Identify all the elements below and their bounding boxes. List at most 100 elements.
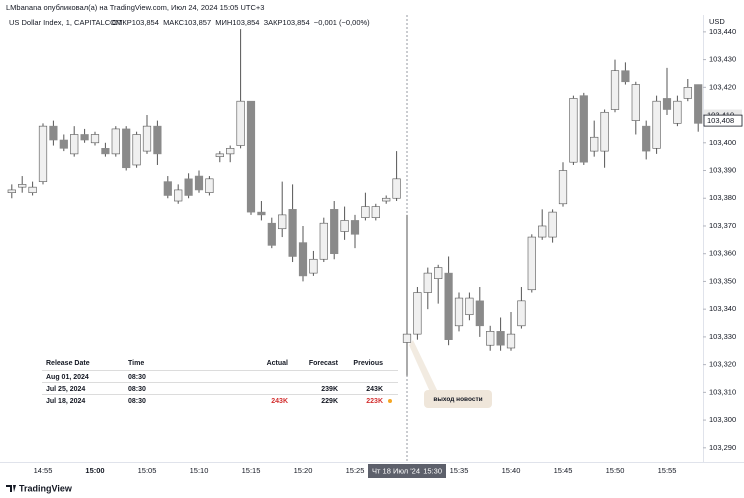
y-tick-label: 103,380 [709,193,736,202]
y-tick-label: 103,430 [709,55,736,64]
candle-body [90,134,100,144]
candle-body [506,333,516,349]
crosshair-label-box [368,464,446,478]
brand: TradingView [19,483,73,493]
candle-body [683,87,692,99]
crosshair-date: Чт 18 Июл '24 [372,466,420,475]
candle-body [153,125,162,155]
candle-body [392,178,401,199]
candle-body [142,125,152,152]
candle-body [111,128,120,155]
candle-body [278,214,287,230]
news-table: Release Date Time Actual Forecast Previous Au… [42,356,398,408]
price-label: 103,408 [707,116,734,125]
table-cell: 08:30 [128,398,146,405]
annotation-pointer [409,340,438,392]
candle-body [122,128,131,169]
crosshair-time: 15:30 [423,466,442,475]
candle-body [7,189,16,193]
y-tick-label: 103,290 [709,443,736,452]
candle-body [486,331,495,346]
candle-body [184,178,193,196]
table-cell: 08:30 [128,374,146,381]
table-cell: 229K [321,398,338,405]
y-tick-label: 103,310 [709,387,736,396]
y-tick-label: 103,440 [709,27,736,36]
candle-body [527,236,536,291]
candle-body [631,84,640,121]
candle-body [642,125,651,152]
published-line: LMbanana опубликовал(а) на TradingView.c… [6,3,264,12]
candle-body [340,220,349,232]
candle-body [454,297,464,327]
x-tick-label: 15:45 [554,466,573,475]
candle-body [288,209,297,257]
candle-body [444,272,453,340]
x-tick-label: 15:35 [450,466,469,475]
logo [6,485,16,492]
candle-body [590,136,599,152]
candle-body [465,297,474,316]
table-cell: Jul 25, 2024 [46,386,85,393]
candle-body [215,153,224,157]
candle-body [236,100,245,146]
candle-body [205,178,214,193]
table-header: Previous [353,360,383,367]
candle-body [694,84,703,124]
candle-body [18,184,27,188]
candle-body [28,186,37,193]
table-cell: Jul 18, 2024 [46,398,85,405]
x-tick-label: 15:00 [85,466,104,475]
candle-body [194,175,204,191]
table-cell: Aug 01, 2024 [46,374,89,381]
candle-body [621,70,630,83]
y-tick-label: 103,370 [709,221,736,230]
candle-body [423,272,432,293]
candle-body [70,134,79,155]
x-tick-label: 15:15 [242,466,261,475]
candle-body [246,100,256,213]
annotation-box [424,390,492,408]
x-tick-label: 15:25 [346,466,365,475]
candle-body [80,134,89,141]
table-cell: 239K [321,386,338,393]
x-tick-label: 14:55 [34,466,53,475]
candle-body [267,222,276,246]
ohlc: ОТКР103,854 МАКС103,857 МИН103,854 ЗАКР1… [112,18,370,27]
table-cell: 223K [366,398,383,405]
candle-body [600,111,609,152]
candle-body [257,211,266,216]
x-tick-label: 15:20 [294,466,313,475]
candle-body [309,258,318,274]
y-tick-label: 103,400 [709,138,736,147]
table-header: Time [128,360,144,367]
table-header: Release Date [46,360,90,367]
candle-body [517,300,526,327]
candle-body [350,220,360,235]
candle-body [361,206,370,218]
table-cell: 243K [366,386,383,393]
candle-body [330,209,339,255]
x-tick-label: 15:10 [190,466,209,475]
candle-body [475,300,484,327]
candle-body [402,333,412,343]
candle-body [38,125,48,182]
candle-body [163,181,172,196]
y-tick-label: 103,360 [709,249,736,258]
y-tick-label: 103,330 [709,332,736,341]
table-header: Forecast [309,360,339,367]
candle-body [413,292,422,335]
table-cell: 08:30 [128,386,146,393]
candle-body [434,267,443,279]
candle-body [132,134,141,166]
x-tick-label: 15:50 [606,466,625,475]
candle-body [49,125,58,141]
symbol: US Dollar Index, 1, CAPITALCOM [9,18,122,27]
table-cell: 243K [271,398,288,405]
candle-body [319,222,328,260]
plot: 103,290 103,300 103,310 103,320 103,330 103,3… [7,15,743,478]
candle-body [579,95,588,163]
candle-body [298,242,308,277]
